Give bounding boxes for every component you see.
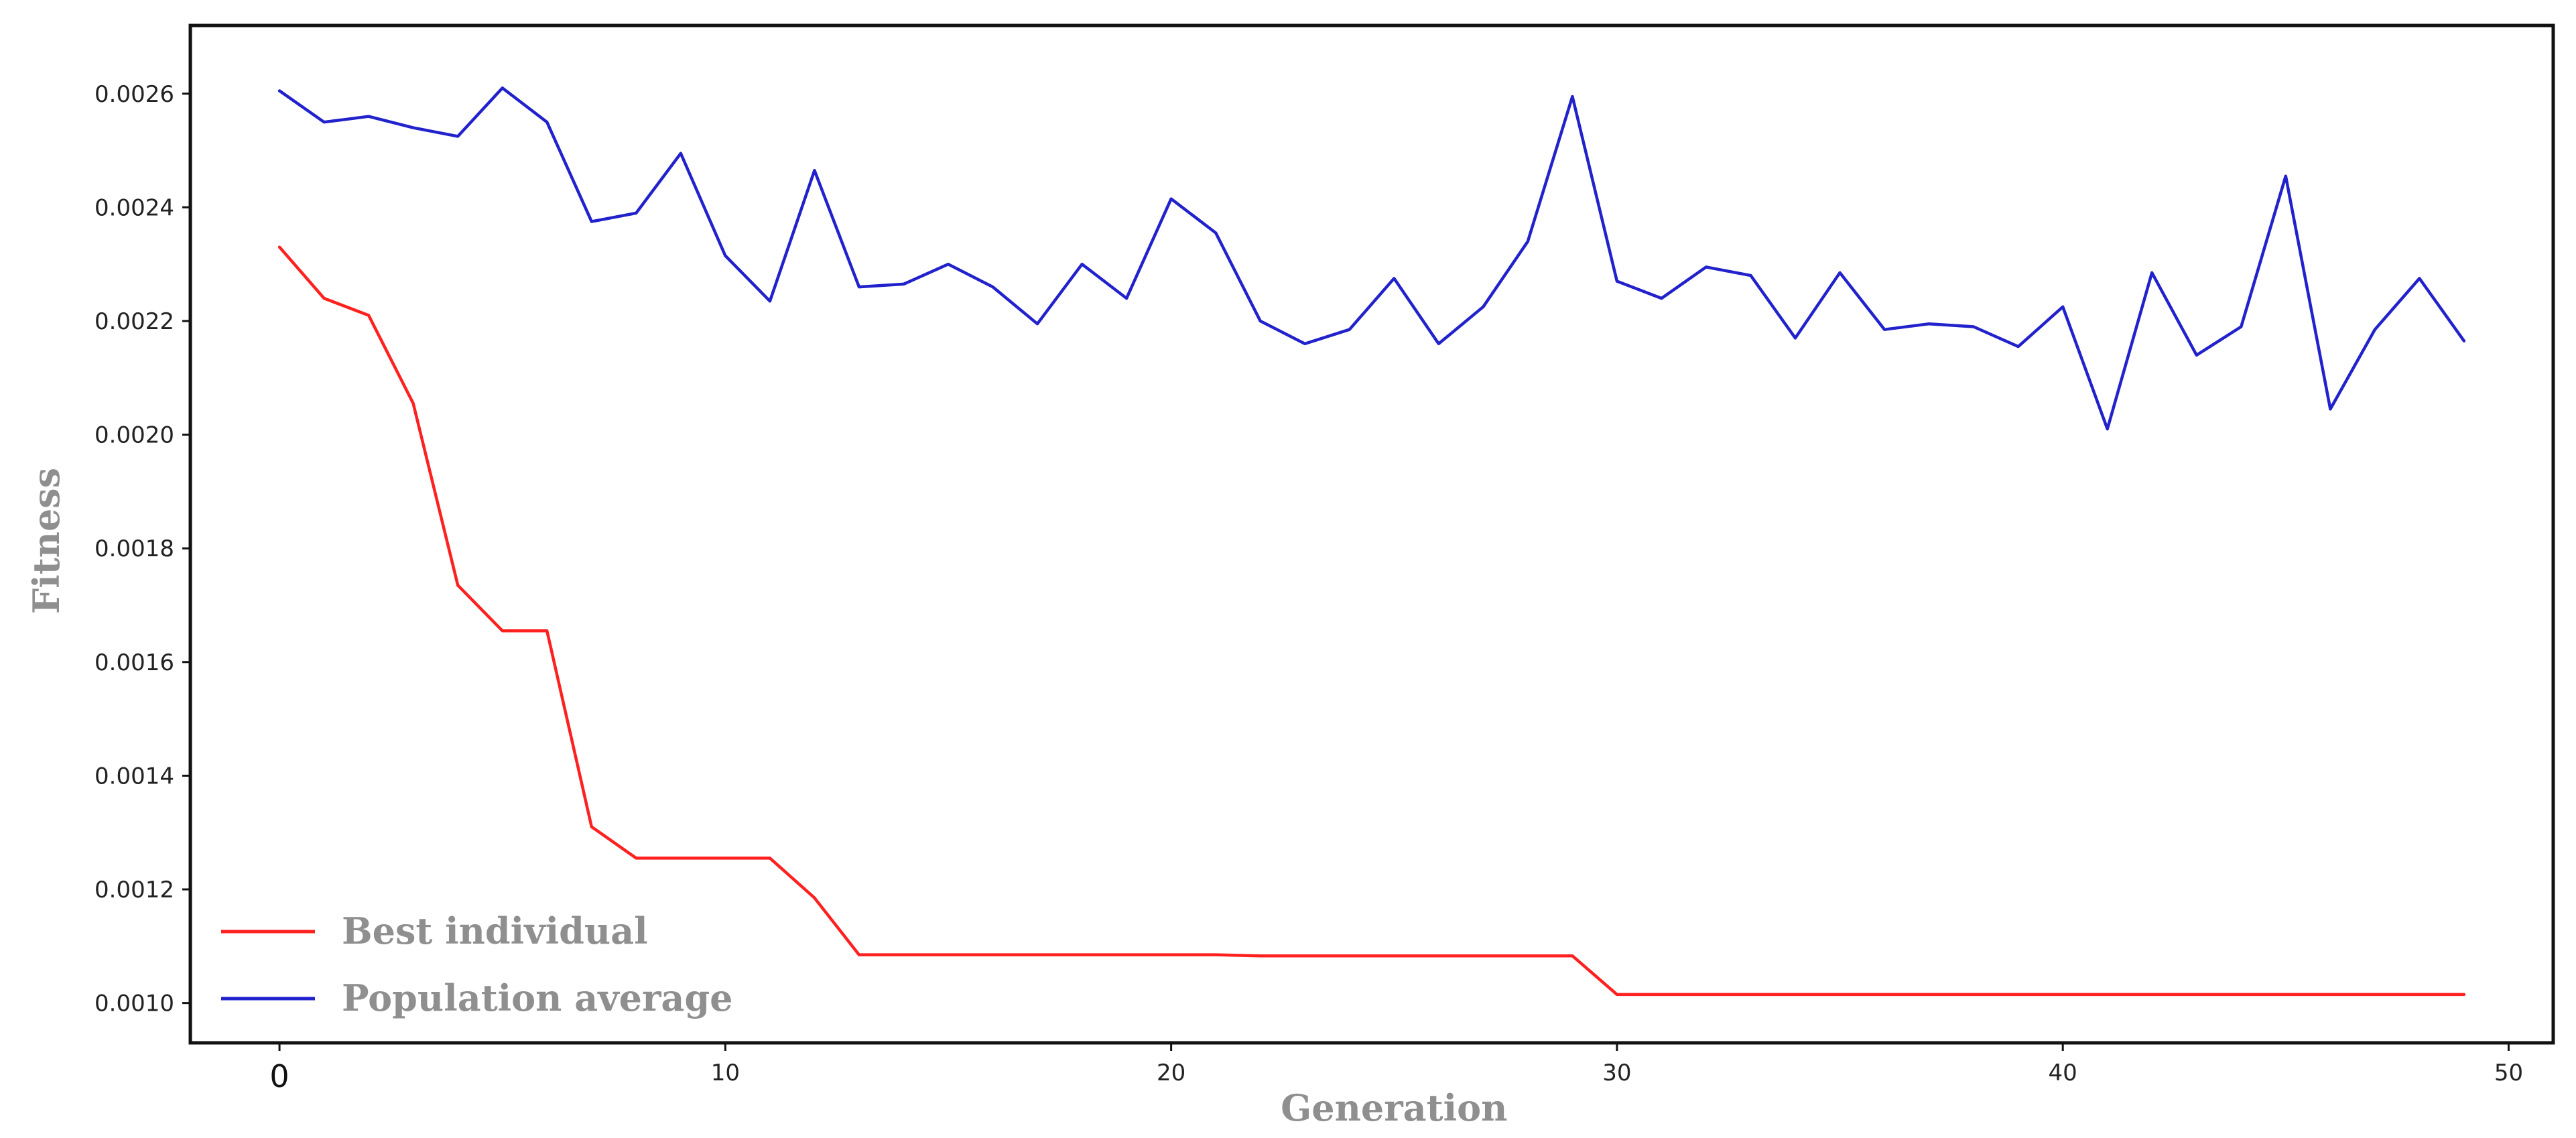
y-tick-label: 0.0020 bbox=[94, 422, 174, 449]
y-axis-title: Fitness bbox=[25, 468, 68, 614]
series-line-population-average bbox=[277, 86, 2466, 431]
series-line-best-individual bbox=[277, 245, 2466, 997]
x-tick-label: 0 bbox=[269, 1058, 289, 1094]
x-tick-label: 30 bbox=[1602, 1060, 1631, 1086]
y-tick-label: 0.0010 bbox=[94, 991, 174, 1017]
x-tick-label: 20 bbox=[1157, 1060, 1185, 1086]
y-tick-label: 0.0024 bbox=[94, 194, 174, 221]
y-tick-label: 0.0018 bbox=[94, 535, 174, 562]
chart-legend: Best individual Population average bbox=[221, 909, 733, 1019]
y-tick-label: 0.0012 bbox=[94, 877, 174, 903]
x-tick-label: 50 bbox=[2494, 1060, 2523, 1086]
axis-ticks: 0 10 20 30 40 50 0.0010 0.0012 0.0014 0.0016 0.001… bbox=[94, 81, 2523, 1094]
x-tick-label: 10 bbox=[711, 1060, 740, 1086]
x-axis-title: Generation bbox=[1281, 1086, 1507, 1129]
y-tick-label: 0.0014 bbox=[94, 763, 174, 789]
y-tick-label: 0.0026 bbox=[94, 81, 174, 108]
series-layer bbox=[277, 86, 2466, 997]
plot-area-frame bbox=[188, 23, 2555, 1045]
legend-label-population-average: Population average bbox=[342, 976, 733, 1019]
y-tick-label: 0.0022 bbox=[94, 308, 174, 335]
x-tick-label: 40 bbox=[2049, 1060, 2077, 1086]
y-tick-label: 0.0016 bbox=[94, 649, 174, 676]
legend-label-best-individual: Best individual bbox=[342, 909, 648, 952]
